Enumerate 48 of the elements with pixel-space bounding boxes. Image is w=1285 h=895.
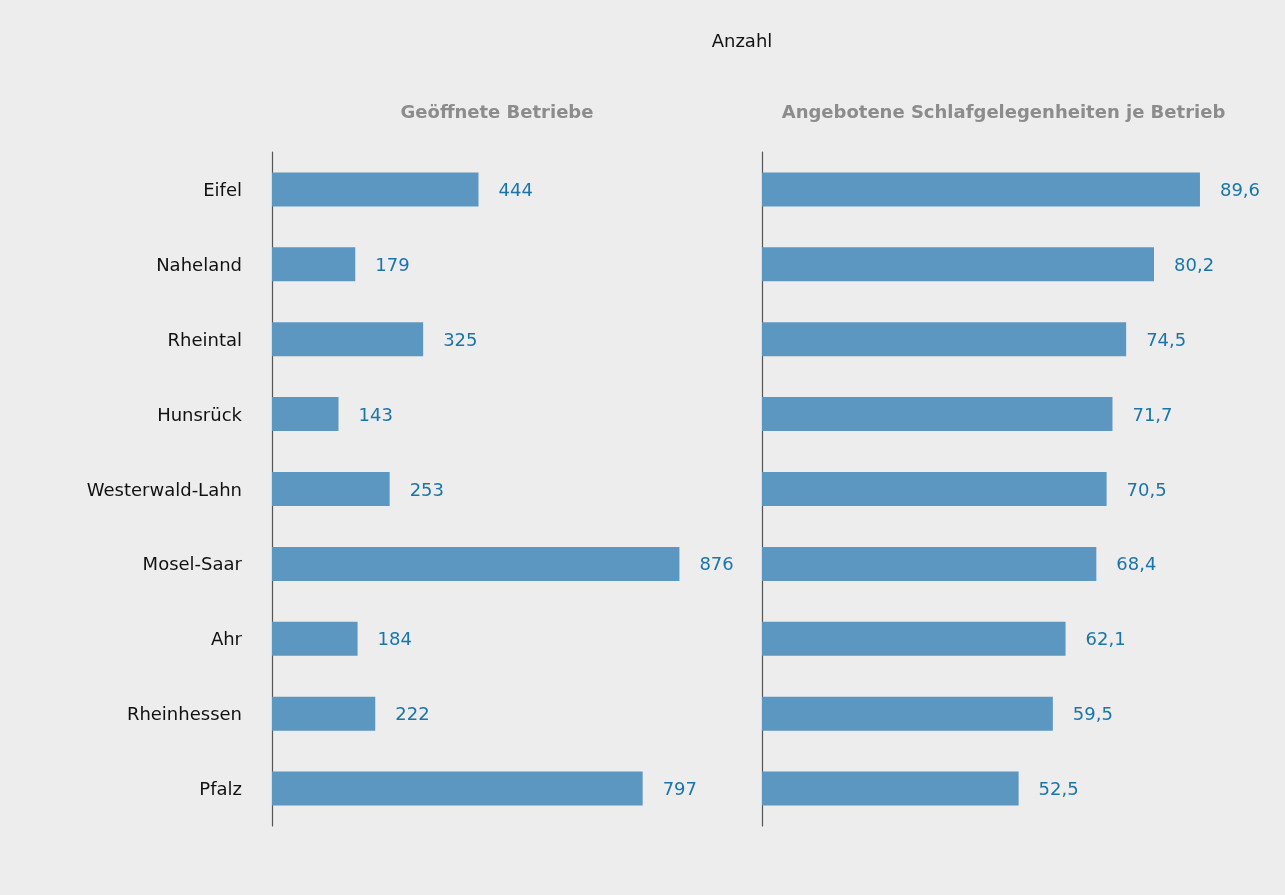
data-label: 68,4 [1116, 553, 1157, 575]
chart-title: Geöffnete Betriebe [400, 100, 594, 122]
data-label: 797 [662, 778, 698, 800]
data-label: 222 [395, 703, 430, 725]
data-label: 59,5 [1072, 703, 1113, 725]
bar [272, 696, 376, 731]
data-label: 143 [358, 403, 393, 425]
data-label: 52,5 [1038, 778, 1079, 800]
bar [762, 472, 1107, 506]
data-label: 179 [375, 253, 410, 275]
data-label: 253 [409, 478, 445, 500]
y-tick-label: Ahr [210, 628, 243, 650]
bar [762, 546, 1097, 581]
text: Anzahl [710, 30, 774, 51]
y-tick-label: Westerwald-Lahn [86, 478, 242, 500]
bar [272, 322, 424, 357]
bar [762, 322, 1127, 357]
bar [272, 397, 339, 432]
data-label: 184 [377, 628, 412, 650]
y-tick-label: Hunsrück [157, 403, 243, 425]
y-tick-label: Rheinhessen [126, 703, 242, 725]
bar [762, 172, 1200, 207]
data-label: 71,7 [1132, 403, 1173, 425]
data-label: 89,6 [1219, 178, 1261, 200]
data-label: 325 [443, 328, 478, 350]
bar [762, 397, 1113, 432]
chart-title: Angebotene Schlafgelegenheiten je Betrieb [781, 100, 1226, 122]
bar [272, 172, 479, 207]
bar [272, 472, 390, 506]
bar [762, 621, 1066, 656]
data-label: 70,5 [1126, 478, 1167, 500]
bar [272, 771, 643, 806]
y-tick-label: Pfalz [199, 778, 242, 800]
data-label: 876 [699, 553, 734, 575]
data-label: 444 [498, 178, 533, 200]
y-tick-label: Naheland [156, 253, 242, 275]
bar [762, 247, 1155, 282]
y-tick-label: Mosel-Saar [142, 553, 243, 575]
bar [272, 546, 680, 581]
bar [272, 621, 358, 656]
y-tick-label: Rheintal [167, 328, 242, 350]
data-label: 74,5 [1146, 328, 1187, 350]
bar [762, 771, 1019, 806]
bar [762, 696, 1053, 731]
y-tick-label: Eifel [203, 178, 242, 200]
data-label: 80,2 [1174, 253, 1215, 275]
data-label: 62,1 [1085, 628, 1126, 650]
bar [272, 247, 356, 282]
